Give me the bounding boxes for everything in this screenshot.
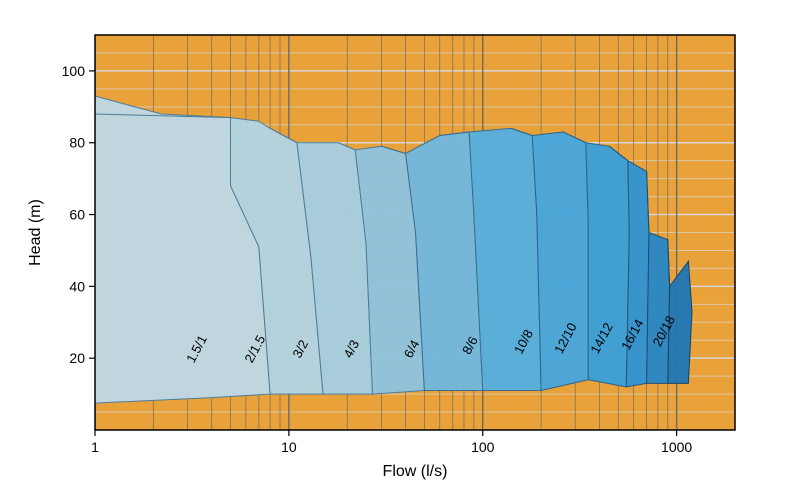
y-axis-label: Head (m) — [27, 199, 44, 266]
x-tick-label: 10 — [281, 439, 297, 455]
y-tick-label: 100 — [62, 63, 86, 79]
x-axis-label: Flow (l/s) — [383, 463, 448, 480]
x-tick-label: 1000 — [661, 439, 692, 455]
x-tick-label: 1 — [91, 439, 99, 455]
y-tick-label: 80 — [69, 135, 85, 151]
x-tick-label: 100 — [471, 439, 495, 455]
y-tick-label: 40 — [69, 278, 85, 294]
y-tick-label: 60 — [69, 207, 85, 223]
chart-svg: 1.5/12/1.53/24/36/48/610/812/1014/1216/1… — [0, 0, 800, 501]
y-tick-label: 20 — [69, 350, 85, 366]
pump-envelope-chart: 1.5/12/1.53/24/36/48/610/812/1014/1216/1… — [0, 0, 800, 501]
